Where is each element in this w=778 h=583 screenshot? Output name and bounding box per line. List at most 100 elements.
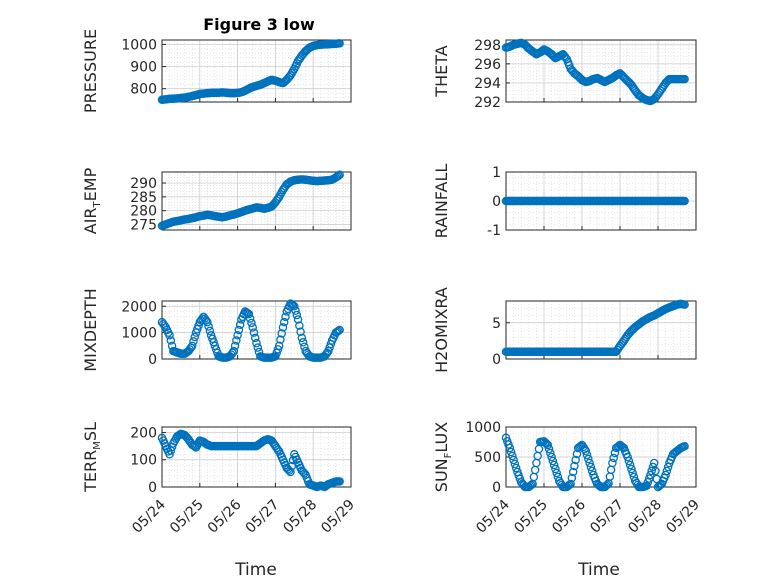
y-tick-label: 1000	[121, 37, 157, 53]
data-point	[584, 454, 593, 464]
data-point	[205, 326, 215, 336]
data-point	[298, 338, 308, 347]
data-point	[509, 455, 518, 465]
data-point	[511, 463, 521, 473]
marker-group	[501, 38, 689, 106]
x-tick-label: 05/28	[280, 497, 320, 537]
data-point	[187, 341, 197, 351]
data-point	[300, 469, 309, 478]
data-point	[295, 321, 304, 330]
y-axis-label: TERRMSL	[81, 422, 103, 493]
subplot-row1-left: 800 900 1000 PRESSURE	[81, 29, 352, 113]
marker-group	[157, 39, 344, 105]
y-tick-label: 0	[492, 480, 501, 496]
data-point	[277, 329, 286, 338]
data-point	[290, 302, 299, 311]
x-tick-label: 05/26	[549, 497, 589, 537]
y-tick-label: 292	[474, 95, 501, 111]
y-axis-label: RAINFALL	[432, 164, 451, 239]
data-point	[281, 312, 290, 322]
data-point	[298, 467, 308, 477]
data-point	[568, 467, 578, 477]
data-point	[581, 446, 591, 456]
data-point	[248, 323, 257, 332]
y-axis-label: H2OMIXRA	[432, 287, 451, 373]
data-point	[542, 439, 551, 449]
data-point	[203, 317, 212, 327]
x-tick-label: 05/24	[473, 497, 513, 537]
y-tick-label: 1000	[465, 420, 501, 436]
y-axis-label: MIXDEPTH	[81, 288, 100, 371]
data-point	[570, 461, 579, 471]
y-axis-label: PRESSURE	[81, 29, 100, 113]
y-tick-label: 0	[492, 194, 501, 210]
data-point	[293, 315, 303, 324]
subplot-row2-right: -1 0 1 RAINFALL	[432, 164, 697, 239]
y-tick-label: -1	[487, 223, 501, 239]
data-point	[544, 444, 554, 454]
data-point	[680, 74, 689, 84]
data-point	[643, 477, 653, 487]
data-point	[603, 480, 612, 489]
y-tick-label: 285	[130, 190, 157, 206]
x-tick-label: 05/26	[205, 497, 245, 537]
data-point	[252, 338, 261, 348]
data-point	[276, 335, 285, 344]
data-point	[160, 321, 169, 330]
data-point	[204, 322, 213, 331]
y-tick-label: 275	[130, 217, 157, 233]
data-point	[552, 468, 561, 478]
data-point	[165, 450, 174, 459]
y-tick-label: 0	[148, 480, 157, 496]
subplot-row3-right: 0 5 H2OMIXRA	[432, 287, 697, 373]
data-point	[613, 442, 622, 452]
y-tick-label: 294	[474, 76, 501, 92]
y-axis-label: THETA	[432, 45, 451, 97]
data-point	[506, 447, 516, 457]
x-tick-label: 05/29	[318, 497, 358, 537]
data-point	[527, 480, 536, 490]
data-point	[614, 441, 623, 451]
data-point	[232, 336, 241, 345]
data-point	[601, 481, 611, 491]
marker-group	[501, 196, 689, 206]
data-point	[243, 309, 252, 318]
marker-group	[157, 170, 344, 231]
marker-group	[501, 433, 689, 492]
data-point	[278, 323, 288, 332]
marker-group	[157, 299, 344, 362]
data-point	[273, 445, 283, 454]
data-point	[651, 466, 660, 476]
axes-box	[161, 39, 352, 103]
y-tick-label: 298	[474, 38, 501, 54]
y-tick-label: 200	[130, 425, 157, 441]
data-point	[627, 464, 636, 474]
y-tick-label: 900	[130, 60, 157, 76]
y-tick-label: 500	[474, 450, 501, 466]
data-point	[571, 455, 580, 465]
data-point	[582, 450, 592, 460]
data-point	[288, 301, 298, 310]
data-point	[291, 306, 300, 315]
x-tick-label: 05/27	[243, 497, 283, 537]
data-point	[332, 172, 342, 181]
data-point	[190, 332, 200, 342]
marker-group	[157, 429, 344, 492]
data-point	[286, 467, 295, 477]
x-axis-label-left: Time	[234, 560, 277, 580]
data-point	[166, 336, 176, 345]
data-point	[253, 343, 263, 352]
data-point	[525, 481, 535, 491]
y-tick-label: 280	[130, 204, 157, 220]
data-point	[244, 309, 254, 319]
data-point	[585, 458, 594, 468]
y-axis-label: AIRTEMP	[81, 167, 103, 234]
x-tick-label: 05/29	[663, 497, 703, 537]
y-tick-label: 1	[492, 165, 501, 181]
data-point	[233, 331, 242, 340]
data-point	[541, 438, 550, 447]
data-point	[575, 442, 584, 452]
axes-box	[161, 171, 352, 231]
data-point	[228, 348, 237, 358]
